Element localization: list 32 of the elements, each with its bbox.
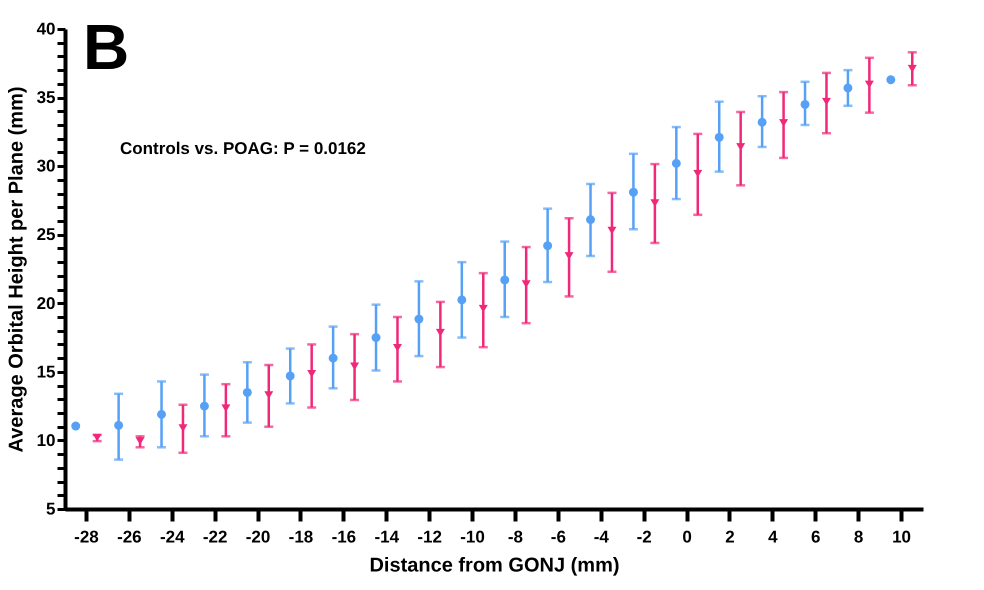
x-tick-label: 6 <box>811 528 820 546</box>
x-tick-label: -12 <box>417 528 442 546</box>
y-tick-label: 35 <box>36 88 56 108</box>
y-tick-label: 40 <box>36 20 56 38</box>
y-tick-label: 25 <box>36 225 56 244</box>
x-tick-label: -2 <box>636 528 652 546</box>
x-axis-title: Distance from GONJ (mm) <box>369 554 620 576</box>
x-tick-label: 8 <box>854 528 864 546</box>
y-tick-label: 15 <box>36 362 56 382</box>
y-tick-label: 30 <box>36 156 56 176</box>
x-tick-label: -14 <box>374 528 400 546</box>
x-tick-label: -28 <box>74 528 99 546</box>
chart-title: B <box>83 11 130 83</box>
x-tick-label: 0 <box>682 528 692 546</box>
x-tick-label: -8 <box>508 528 524 546</box>
x-tick-label: 4 <box>768 528 778 546</box>
y-tick-label: 5 <box>46 500 56 518</box>
x-tick-label: -20 <box>246 528 270 546</box>
x-tick-label: -26 <box>117 528 142 546</box>
x-tick-label: -4 <box>594 528 610 546</box>
y-axis-title: Average Orbital Height per Plane (mm) <box>6 86 28 453</box>
x-tick-label: 2 <box>725 528 735 546</box>
x-tick-label: 10 <box>892 528 912 546</box>
annotation: Controls vs. POAG: P = 0.0162 <box>120 139 366 158</box>
x-tick-label: -6 <box>550 528 566 546</box>
x-tick-label: -18 <box>288 528 314 546</box>
x-tick-label: -10 <box>460 528 485 546</box>
y-tick-label: 20 <box>36 294 56 313</box>
y-tick-label: 10 <box>36 430 56 450</box>
x-tick-label: -22 <box>202 528 228 546</box>
x-tick-label: -16 <box>332 528 356 546</box>
x-tick-label: -24 <box>160 528 186 546</box>
